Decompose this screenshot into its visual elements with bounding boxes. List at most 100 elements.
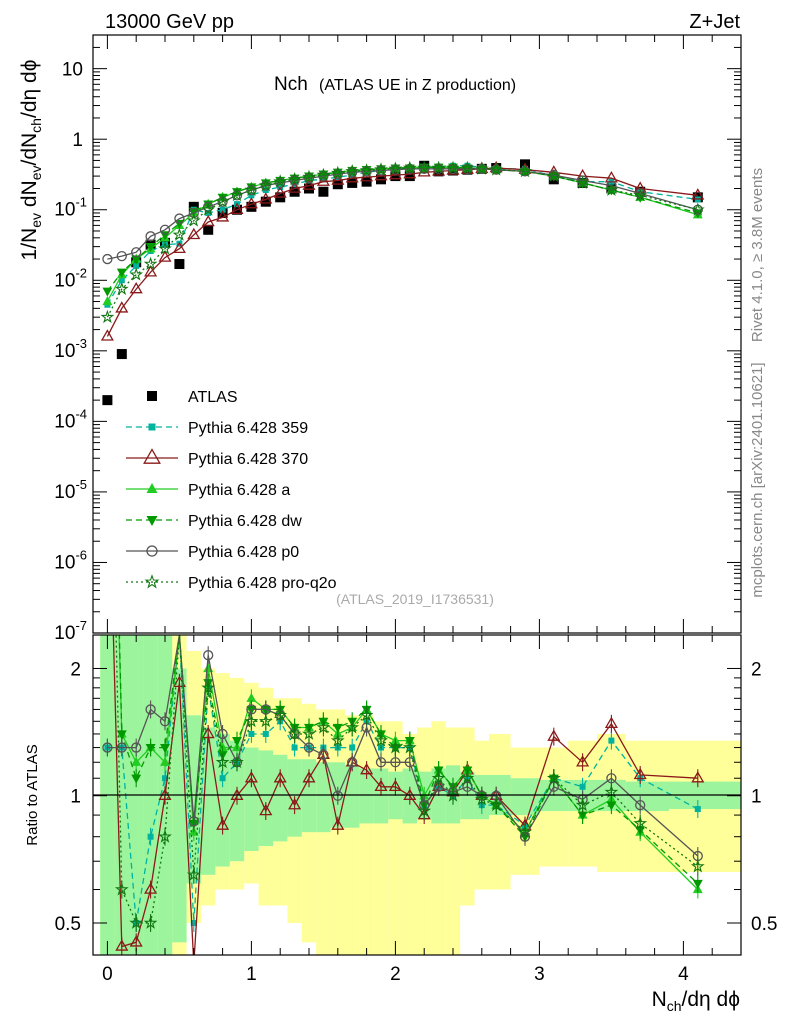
rivet-version-label: Rivet 4.1.0, ≥ 3.8M events	[749, 168, 766, 342]
data-point	[133, 262, 140, 269]
ratio-point	[262, 730, 269, 737]
ratio-point	[302, 771, 316, 783]
legend-marker	[143, 448, 161, 464]
ratio-point	[116, 730, 127, 740]
data-point	[174, 259, 185, 270]
ratio-point	[360, 762, 374, 775]
ratio-y-tick-label-right: 1	[751, 787, 762, 808]
ratio-point	[291, 744, 298, 751]
legend-entry: ATLAS	[147, 389, 238, 406]
data-point	[100, 329, 114, 341]
data-point	[102, 253, 113, 265]
data-point	[330, 165, 345, 180]
stat-band-bin	[373, 768, 389, 824]
ratio-point	[288, 797, 302, 810]
ratio-point	[694, 806, 701, 813]
data-point	[129, 281, 143, 294]
ratio-point	[116, 742, 127, 753]
sys-band-bin	[445, 727, 461, 955]
data-point	[460, 160, 475, 174]
series-atlas	[102, 159, 703, 406]
data-point	[462, 163, 473, 174]
stat-band-bin	[258, 750, 273, 847]
data-point	[203, 224, 214, 235]
data-point	[158, 250, 172, 262]
plot-title-main: Nch	[274, 74, 308, 95]
data-point	[217, 207, 228, 218]
stat-band-bin	[172, 668, 187, 943]
ratio-point	[474, 792, 489, 806]
data-point	[361, 166, 372, 177]
series-line	[106, 167, 698, 337]
data-point	[690, 202, 705, 216]
data-point	[158, 241, 172, 255]
ratio-point	[388, 779, 402, 792]
ratio-point	[604, 716, 618, 729]
data-point	[203, 201, 214, 212]
ratio-y-axis-label: Ratio to ATLAS	[24, 744, 41, 845]
ratio-point	[131, 774, 142, 784]
legend-label: Pythia 6.428 p0	[188, 544, 299, 561]
legend-marker	[144, 574, 160, 589]
ratio-uncertainty-bands	[100, 635, 741, 955]
legend-marker	[146, 483, 158, 493]
legend-marker	[147, 391, 157, 401]
data-point	[188, 207, 199, 219]
data-point	[246, 201, 257, 212]
data-point	[361, 176, 372, 187]
ratio-point	[201, 680, 216, 694]
ratio-point	[145, 704, 156, 715]
y-tick-label: 10-2	[54, 265, 87, 291]
ratio-point	[188, 816, 199, 827]
data-point	[144, 265, 158, 277]
data-point	[345, 164, 360, 178]
ratio-point	[404, 757, 415, 768]
data-point	[100, 309, 115, 324]
legend-label: Pythia 6.428 dw	[188, 513, 302, 530]
ratio-point	[273, 771, 287, 783]
analysis-id-label: (ATLAS_2019_I1736531)	[336, 591, 494, 607]
ratio-point	[359, 707, 374, 722]
data-point	[302, 169, 316, 184]
ratio-y-axis: 0.5 0.5 1 1 2 2	[55, 659, 778, 935]
data-point	[374, 162, 388, 176]
data-point	[331, 173, 345, 185]
data-point	[604, 171, 618, 183]
y-tick-label: 10-3	[54, 336, 87, 362]
data-point	[114, 281, 129, 296]
data-point	[287, 172, 302, 186]
data-point	[219, 206, 226, 213]
data-point	[431, 160, 446, 174]
data-point	[316, 174, 330, 186]
data-point	[433, 163, 444, 174]
x-axis-label: Nch/dη dϕ	[652, 988, 740, 1014]
ratio-point	[691, 771, 705, 783]
ratio-point	[332, 723, 343, 733]
y-tick-label: 10-6	[54, 547, 87, 573]
y-tick-label: 1	[72, 130, 83, 151]
data-point	[118, 277, 125, 284]
ratio-point	[518, 824, 532, 839]
x-axis: 0 1 2 3 4	[102, 35, 742, 985]
main-plot-frame	[92, 34, 742, 634]
plot-title-sub: (ATLAS UE in Z production)	[319, 77, 516, 94]
ratio-point	[248, 730, 255, 737]
data-point	[273, 174, 288, 188]
ratio-line	[112, 635, 698, 955]
ratio-point	[258, 714, 273, 728]
ratio-point	[160, 743, 170, 753]
mcplots-label: mcplots.cern.ch [arXiv:2401.10621]	[749, 362, 766, 597]
legend-label: Pythia 6.428 370	[188, 451, 308, 468]
stat-band-bin	[244, 747, 259, 852]
ratio-point	[147, 833, 154, 840]
data-point	[131, 255, 142, 265]
ratio-point	[203, 650, 214, 661]
data-point	[404, 171, 415, 182]
ratio-point	[692, 879, 703, 889]
data-point	[201, 202, 216, 216]
ratio-point	[575, 797, 590, 812]
data-point	[273, 186, 287, 198]
stat-band-bin	[143, 635, 158, 955]
stat-band-bin	[100, 635, 115, 955]
main-y-axis-label: 1/Nev dNev/dNch/dη dϕ	[18, 60, 44, 261]
